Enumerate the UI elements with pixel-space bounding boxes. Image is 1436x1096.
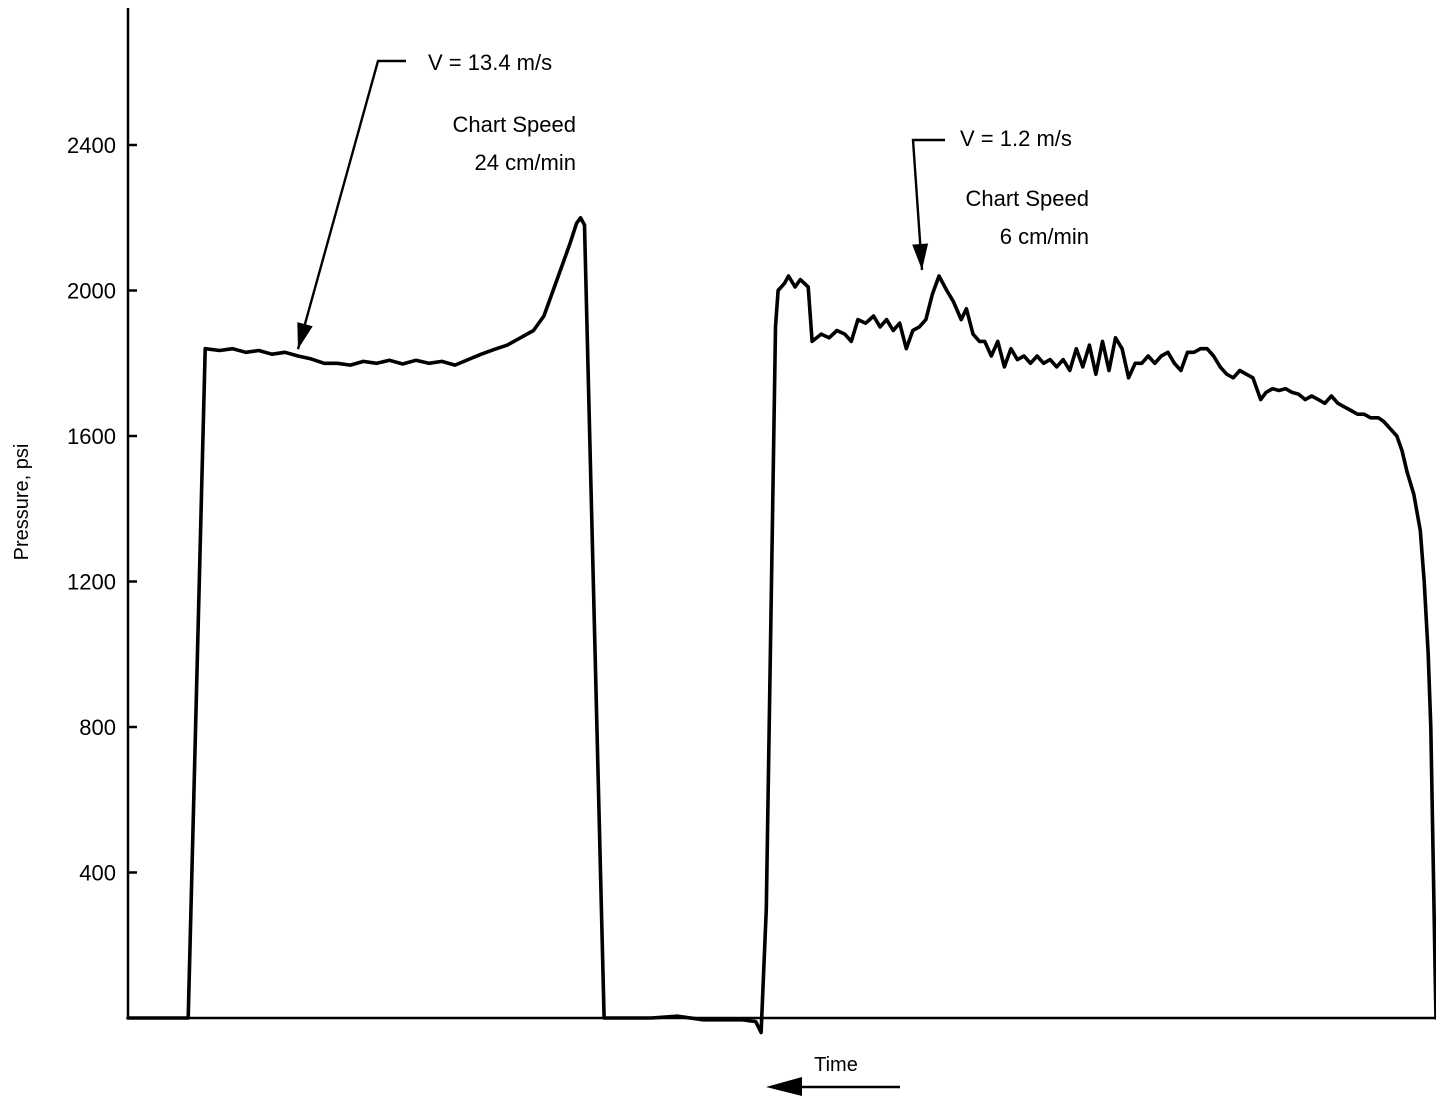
y-tick-label: 400	[79, 861, 116, 886]
annotation-text: 6 cm/min	[1000, 224, 1089, 249]
annotation-text: Chart Speed	[965, 186, 1089, 211]
y-tick-label: 1600	[67, 424, 116, 449]
annotation-leader-line	[296, 59, 406, 350]
y-ticks: 400 800 1200 1600 2000 2400	[67, 133, 137, 886]
annotation-leader-line	[911, 138, 945, 271]
y-axis-title: Pressure, psi	[11, 444, 33, 561]
annotation-2: V = 1.2 m/s Chart Speed 6 cm/min	[911, 126, 1089, 271]
y-tick-label: 2400	[67, 133, 116, 158]
y-tick-label: 800	[79, 715, 116, 740]
time-arrow-left-icon	[766, 1077, 802, 1096]
y-tick-label: 2000	[67, 279, 116, 304]
annotation-1: V = 13.4 m/s Chart Speed 24 cm/min	[296, 50, 576, 350]
pressure-trace-line	[126, 216, 1436, 1035]
annotation-arrowhead-icon	[297, 322, 313, 350]
axes	[126, 8, 1436, 1020]
x-axis-time-indicator: Time	[766, 1054, 900, 1096]
annotation-text: Chart Speed	[452, 112, 576, 137]
annotations: V = 13.4 m/s Chart Speed 24 cm/min V = 1.2 …	[296, 50, 1089, 350]
annotation-arrowhead-icon	[912, 243, 929, 270]
annotation-text: V = 13.4 m/s	[428, 50, 552, 75]
y-tick-label: 1200	[67, 570, 116, 595]
x-axis-title: Time	[814, 1054, 858, 1076]
annotation-text: V = 1.2 m/s	[960, 126, 1072, 151]
annotation-text: 24 cm/min	[475, 150, 576, 175]
